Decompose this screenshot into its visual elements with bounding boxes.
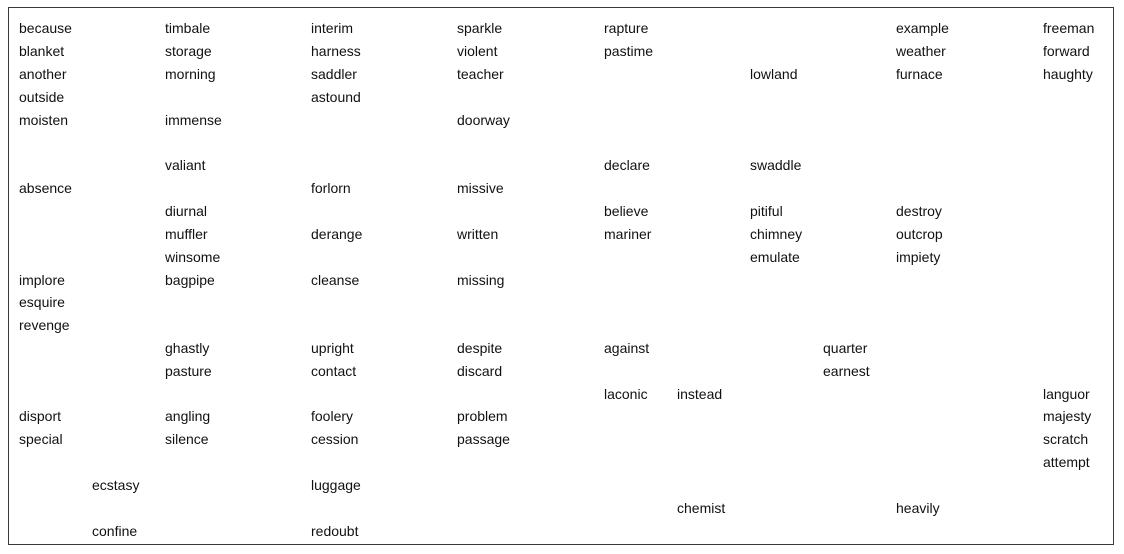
- word-swaddle: swaddle: [750, 157, 802, 173]
- word-diurnal: diurnal: [165, 203, 208, 219]
- word-laconic: laconic: [604, 386, 648, 402]
- word-upright: upright: [311, 340, 354, 356]
- word-sparkle: sparkle: [457, 20, 503, 36]
- word-because: because: [19, 20, 72, 36]
- word-ecstasy: ecstasy: [92, 477, 140, 493]
- word-problem: problem: [457, 408, 508, 424]
- word-forlorn: forlorn: [311, 180, 351, 196]
- word-foolery: foolery: [311, 408, 354, 424]
- word-revenge: revenge: [19, 317, 70, 333]
- word-chimney: chimney: [750, 226, 803, 242]
- word-declare: declare: [604, 157, 650, 173]
- word-contact: contact: [311, 363, 357, 379]
- word-impiety: impiety: [896, 249, 941, 265]
- word-harness: harness: [311, 43, 361, 59]
- word-grid-frame: [8, 7, 1114, 545]
- word-instead: instead: [677, 386, 723, 402]
- word-discard: discard: [457, 363, 503, 379]
- word-winsome: winsome: [165, 249, 221, 265]
- word-astound: astound: [311, 89, 361, 105]
- word-haughty: haughty: [1043, 66, 1093, 82]
- word-special: special: [19, 431, 63, 447]
- word-weather: weather: [896, 43, 946, 59]
- word-written: written: [457, 226, 499, 242]
- word-storage: storage: [165, 43, 212, 59]
- word-despite: despite: [457, 340, 503, 356]
- word-morning: morning: [165, 66, 216, 82]
- word-pitiful: pitiful: [750, 203, 783, 219]
- word-furnace: furnace: [896, 66, 943, 82]
- word-outside: outside: [19, 89, 65, 105]
- word-against: against: [604, 340, 650, 356]
- word-doorway: doorway: [457, 112, 510, 128]
- word-destroy: destroy: [896, 203, 942, 219]
- word-cession: cession: [311, 431, 359, 447]
- word-rapture: rapture: [604, 20, 649, 36]
- word-disport: disport: [19, 408, 62, 424]
- word-luggage: luggage: [311, 477, 361, 493]
- word-heavily: heavily: [896, 500, 940, 516]
- word-confine: confine: [92, 523, 138, 539]
- word-chemist: chemist: [677, 500, 726, 516]
- word-bagpipe: bagpipe: [165, 272, 215, 288]
- word-forward: forward: [1043, 43, 1090, 59]
- word-immense: immense: [165, 112, 222, 128]
- word-attempt: attempt: [1043, 454, 1090, 470]
- word-earnest: earnest: [823, 363, 870, 379]
- word-missing: missing: [457, 272, 505, 288]
- word-cleanse: cleanse: [311, 272, 360, 288]
- word-violent: violent: [457, 43, 498, 59]
- word-pasture: pasture: [165, 363, 212, 379]
- word-saddler: saddler: [311, 66, 357, 82]
- word-another: another: [19, 66, 67, 82]
- word-lowland: lowland: [750, 66, 798, 82]
- word-majesty: majesty: [1043, 408, 1092, 424]
- word-ghastly: ghastly: [165, 340, 210, 356]
- word-derange: derange: [311, 226, 363, 242]
- word-missive: missive: [457, 180, 504, 196]
- word-teacher: teacher: [457, 66, 504, 82]
- word-absence: absence: [19, 180, 72, 196]
- word-scratch: scratch: [1043, 431, 1089, 447]
- word-redoubt: redoubt: [311, 523, 359, 539]
- word-freeman: freeman: [1043, 20, 1095, 36]
- word-esquire: esquire: [19, 294, 65, 310]
- word-quarter: quarter: [823, 340, 868, 356]
- word-timbale: timbale: [165, 20, 211, 36]
- word-moisten: moisten: [19, 112, 69, 128]
- word-angling: angling: [165, 408, 211, 424]
- word-mariner: mariner: [604, 226, 652, 242]
- word-outcrop: outcrop: [896, 226, 943, 242]
- word-interim: interim: [311, 20, 354, 36]
- word-languor: languor: [1043, 386, 1090, 402]
- word-silence: silence: [165, 431, 209, 447]
- word-muffler: muffler: [165, 226, 208, 242]
- word-pastime: pastime: [604, 43, 654, 59]
- word-passage: passage: [457, 431, 510, 447]
- word-implore: implore: [19, 272, 65, 288]
- word-valiant: valiant: [165, 157, 206, 173]
- word-example: example: [896, 20, 949, 36]
- word-believe: believe: [604, 203, 649, 219]
- word-blanket: blanket: [19, 43, 65, 59]
- word-emulate: emulate: [750, 249, 800, 265]
